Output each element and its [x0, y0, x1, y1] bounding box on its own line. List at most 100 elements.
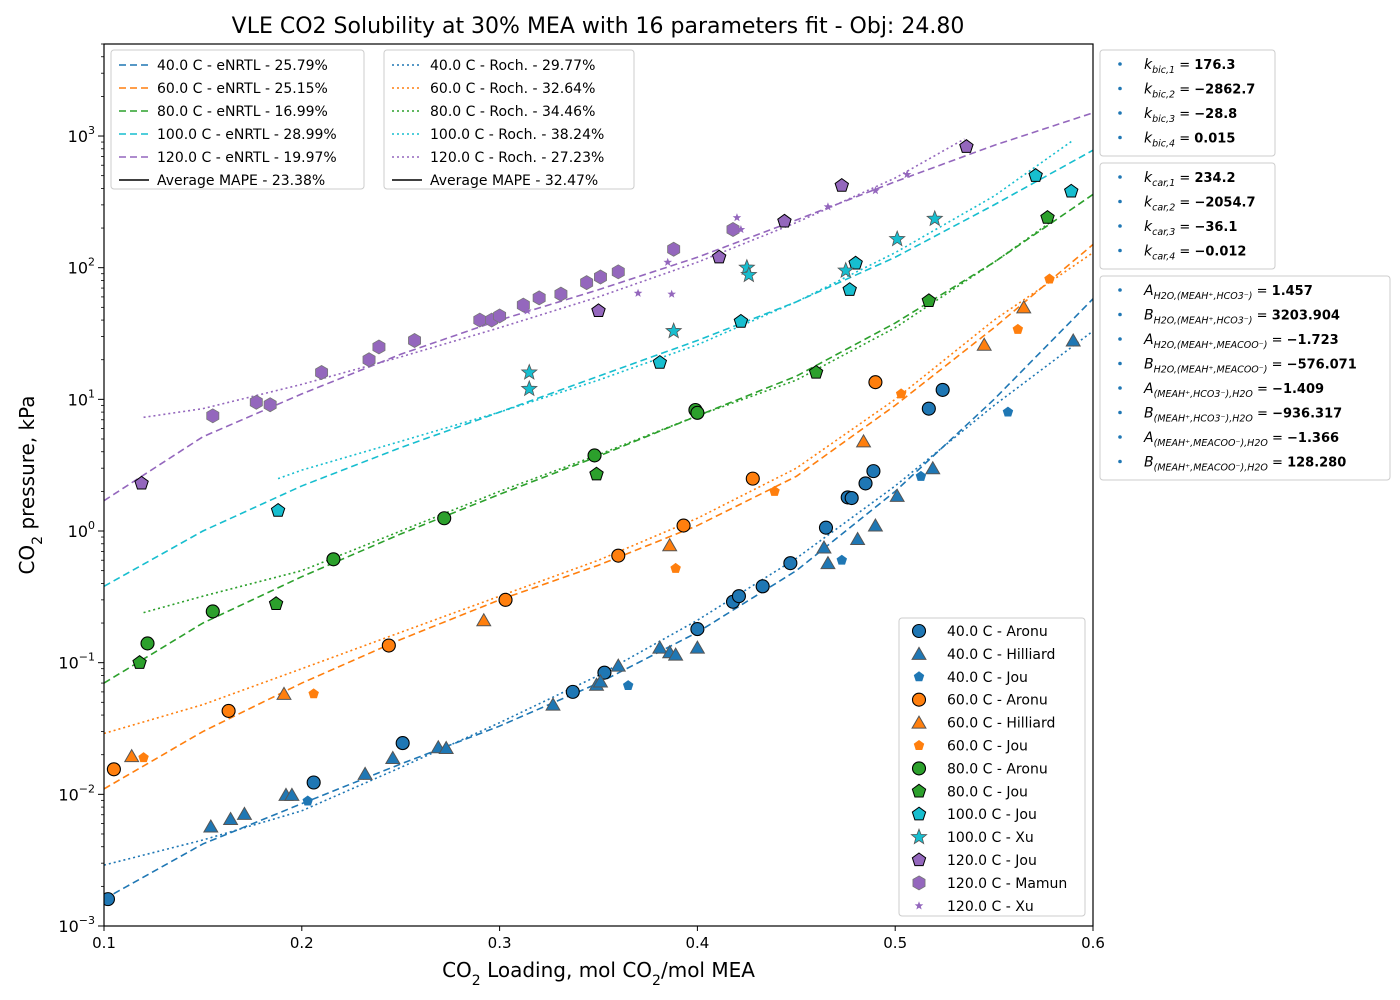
data-point	[545, 697, 561, 711]
data-point	[205, 604, 220, 619]
legend-marker	[911, 806, 927, 821]
x-tick-label: 0.5	[883, 934, 907, 952]
data-point	[837, 261, 855, 278]
series-40-0-c-hilliard	[203, 332, 1082, 833]
param-entry: A(MEAH⁺,HCO3⁻),H2O = −1.409	[1143, 381, 1324, 400]
param-entry: B(MEAH⁺,HCO3⁻),H2O = −936.317	[1144, 406, 1342, 425]
param-bullet	[1118, 248, 1122, 253]
data-point	[284, 787, 300, 801]
data-point	[769, 485, 780, 496]
data-point	[690, 405, 705, 420]
data-point	[438, 740, 454, 754]
data-point	[663, 257, 673, 266]
series-120-0-c-xu	[523, 170, 912, 315]
data-point	[203, 818, 219, 833]
legend-marker	[911, 761, 927, 776]
data-point	[381, 638, 396, 653]
legend-marker	[911, 783, 927, 798]
legend-entry: 80.0 C - Roch. - 34.46%	[430, 104, 595, 120]
data-point	[959, 139, 974, 153]
data-point	[871, 186, 880, 195]
legend-box	[1099, 49, 1276, 157]
y-tick-label: 10−3	[58, 914, 95, 936]
param-bullet	[1118, 111, 1122, 115]
data-point	[820, 555, 836, 570]
legend-entry: 120.0 C - Jou	[947, 853, 1037, 869]
legend-enrtl: 40.0 C - eNRTL - 25.79% 60.0 C - eNRTL - …	[110, 49, 365, 190]
data-point	[498, 592, 513, 607]
data-point	[652, 355, 668, 369]
data-point	[867, 518, 884, 532]
data-point	[222, 811, 239, 825]
data-point	[611, 548, 626, 563]
data-point	[1065, 332, 1082, 347]
param-entry: B(MEAH⁺,MEACOO⁻),H2O = 128.280	[1144, 455, 1346, 474]
data-point	[592, 673, 609, 688]
data-point	[357, 766, 373, 780]
data-point	[221, 703, 236, 718]
param-bullet	[1118, 410, 1122, 415]
x-axis-label: CO2 Loading, mol CO2/mol MEA	[442, 958, 755, 989]
data-point	[206, 408, 220, 424]
y-tick-label: 103	[68, 124, 95, 146]
y-tick-label: 10−1	[58, 651, 95, 673]
legend-entry: 60.0 C - Roch. - 32.64%	[430, 81, 595, 97]
param-entry: kcar,1 = 234.2	[1144, 170, 1236, 189]
param-entry: kbic,3 = −28.8	[1144, 106, 1237, 125]
series-120-0-c-mamun	[206, 222, 740, 424]
data-point	[1002, 406, 1014, 417]
param-entry: A(MEAH⁺,MEACOO⁻),H2O = −1.366	[1143, 430, 1339, 449]
data-point	[306, 775, 321, 790]
legend-marker	[910, 827, 928, 845]
data-point	[302, 795, 313, 806]
legend-entry: 40.0 C - Roch. - 29.77%	[430, 58, 595, 74]
legend-box	[110, 49, 365, 190]
param-box-1: kbic,1 = 176.3 kbic,2 = −2862.7 kbic,3 = −…	[1099, 49, 1276, 157]
param-entry: kcar,2 = −2054.7	[1144, 195, 1256, 214]
axes: 0.1 0.2 0.3 0.4 0.5 0.6 10−3 10−2 10−1 100 101 102 1…	[15, 43, 1105, 989]
param-bullet	[1118, 199, 1122, 204]
data-point	[134, 475, 149, 490]
data-point	[842, 282, 857, 296]
legend-entry: Average MAPE - 23.38%	[157, 173, 325, 189]
data-point	[670, 562, 681, 573]
plot-frame	[103, 43, 1094, 927]
legend-entry: 60.0 C - Jou	[947, 739, 1028, 755]
param-entry: kbic,4 = 0.015	[1144, 131, 1235, 150]
data-point	[926, 209, 944, 227]
data-point	[554, 286, 568, 302]
legend-marker	[913, 740, 925, 750]
y-tick-label: 101	[68, 387, 95, 409]
data-point	[732, 213, 742, 222]
data-point	[736, 225, 746, 234]
data-point	[611, 264, 625, 280]
data-point	[580, 275, 594, 291]
x-tick-label: 0.4	[685, 934, 709, 952]
legend-entry: 100.0 C - Jou	[947, 807, 1037, 823]
data-point	[848, 255, 863, 270]
param-bullet	[1118, 459, 1122, 464]
data-point	[1015, 299, 1032, 314]
data-point	[106, 762, 121, 777]
data-point	[895, 388, 907, 399]
data-point	[384, 750, 401, 764]
parameter-boxes: kbic,1 = 176.3 kbic,2 = −2862.7 kbic,3 = −…	[1099, 49, 1391, 481]
param-bullet	[1118, 135, 1122, 140]
data-point	[889, 488, 905, 502]
legend-marker	[911, 692, 927, 707]
data-point	[516, 297, 530, 313]
data-point	[976, 337, 993, 351]
param-bullet	[1118, 312, 1122, 317]
param-entry: AH2O,(MEAH⁺,HCO3⁻) = 1.457	[1143, 283, 1313, 302]
data-point	[395, 736, 410, 751]
series-80-0-c-jou	[132, 210, 1055, 669]
legend-entry: 120.0 C - Xu	[947, 899, 1034, 915]
param-bullet	[1118, 435, 1122, 439]
data-point	[326, 552, 341, 567]
data-point	[633, 288, 643, 297]
data-point	[836, 554, 848, 565]
data-point	[849, 531, 866, 545]
param-bullet	[1118, 337, 1122, 341]
data-point	[667, 241, 681, 257]
data-point	[104, 892, 116, 907]
